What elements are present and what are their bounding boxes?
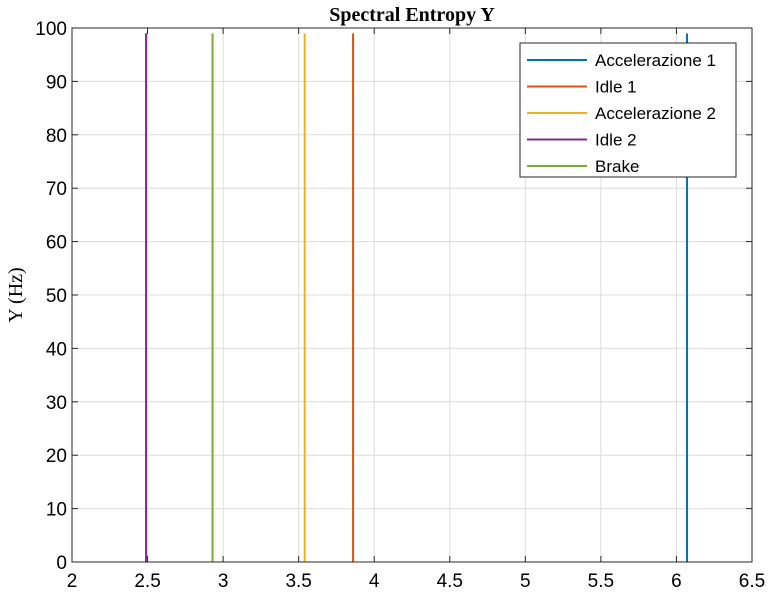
x-tick-label: 4 xyxy=(369,571,380,592)
x-tick-label: 4.5 xyxy=(437,571,463,592)
legend-label: Accelerazione 2 xyxy=(595,104,716,123)
x-tick-label: 6.5 xyxy=(739,571,765,592)
x-tick-label: 2 xyxy=(67,571,78,592)
x-tick-label: 5 xyxy=(520,571,531,592)
legend-label: Accelerazione 1 xyxy=(595,51,716,70)
y-axis-ticks: 0 10 20 30 40 50 60 70 80 90 100 xyxy=(35,19,752,574)
y-tick-label: 80 xyxy=(46,126,67,147)
y-tick-label: 10 xyxy=(46,500,67,521)
y-tick-label: 60 xyxy=(46,233,67,254)
x-tick-label: 5.5 xyxy=(588,571,614,592)
y-tick-label: 30 xyxy=(46,393,67,414)
legend-label: Idle 1 xyxy=(595,78,637,97)
chart-title: Spectral Entropy Y xyxy=(329,4,495,26)
x-tick-label: 6 xyxy=(671,571,682,592)
x-tick-label: 3 xyxy=(218,571,229,592)
y-tick-label: 50 xyxy=(46,286,67,307)
x-tick-label: 3.5 xyxy=(285,571,311,592)
y-tick-label: 40 xyxy=(46,339,67,360)
y-tick-label: 20 xyxy=(46,446,67,467)
legend-box xyxy=(519,42,737,178)
y-tick-label: 90 xyxy=(46,72,67,93)
series-lines xyxy=(145,33,689,562)
x-tick-label: 2.5 xyxy=(134,571,160,592)
y-axis-label: Y (Hz) xyxy=(5,267,27,322)
y-tick-label: 0 xyxy=(56,553,67,574)
y-tick-label: 70 xyxy=(46,179,67,200)
legend-label: Brake xyxy=(595,157,639,176)
legend-label: Idle 2 xyxy=(595,131,637,150)
legend: Accelerazione 1 Idle 1 Accelerazione 2 Idle… xyxy=(519,42,737,178)
x-axis-ticks: 2 2.5 3 3.5 4 4.5 5 5.5 6 6.5 xyxy=(67,28,765,592)
y-tick-label: 100 xyxy=(35,19,67,40)
